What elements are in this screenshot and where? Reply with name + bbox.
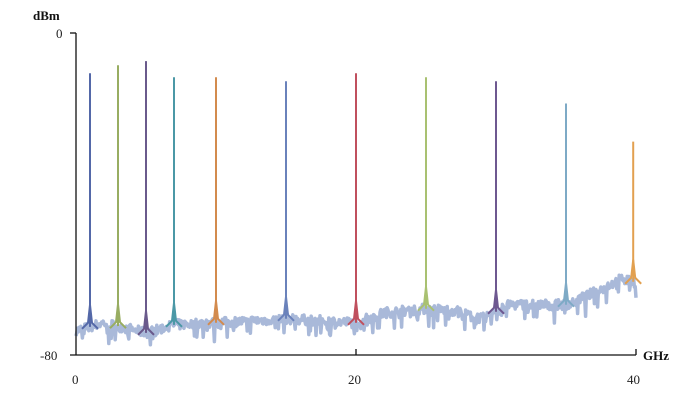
y-axis-label: dBm <box>33 8 60 23</box>
peak-series-1 <box>109 65 127 329</box>
peak-series-5 <box>277 81 295 322</box>
x-tick-label-0: 0 <box>72 372 79 387</box>
peak-series-8 <box>487 81 505 315</box>
peak-series-0 <box>81 73 99 330</box>
peak-series-9 <box>557 103 575 308</box>
peak-series-4 <box>207 77 225 326</box>
y-tick-label-minus80: -80 <box>40 348 57 363</box>
peak-series-2 <box>137 61 155 336</box>
peak-series-10 <box>624 141 642 285</box>
x-axis-label: GHz <box>643 348 669 363</box>
y-tick-label-0: 0 <box>56 26 63 41</box>
peak-series-7 <box>417 77 435 312</box>
peak-series-3 <box>165 77 183 328</box>
peak-series-6 <box>347 73 365 326</box>
x-tick-label-20: 20 <box>348 372 361 387</box>
plot-area <box>74 61 642 347</box>
x-tick-label-40: 40 <box>627 372 640 387</box>
